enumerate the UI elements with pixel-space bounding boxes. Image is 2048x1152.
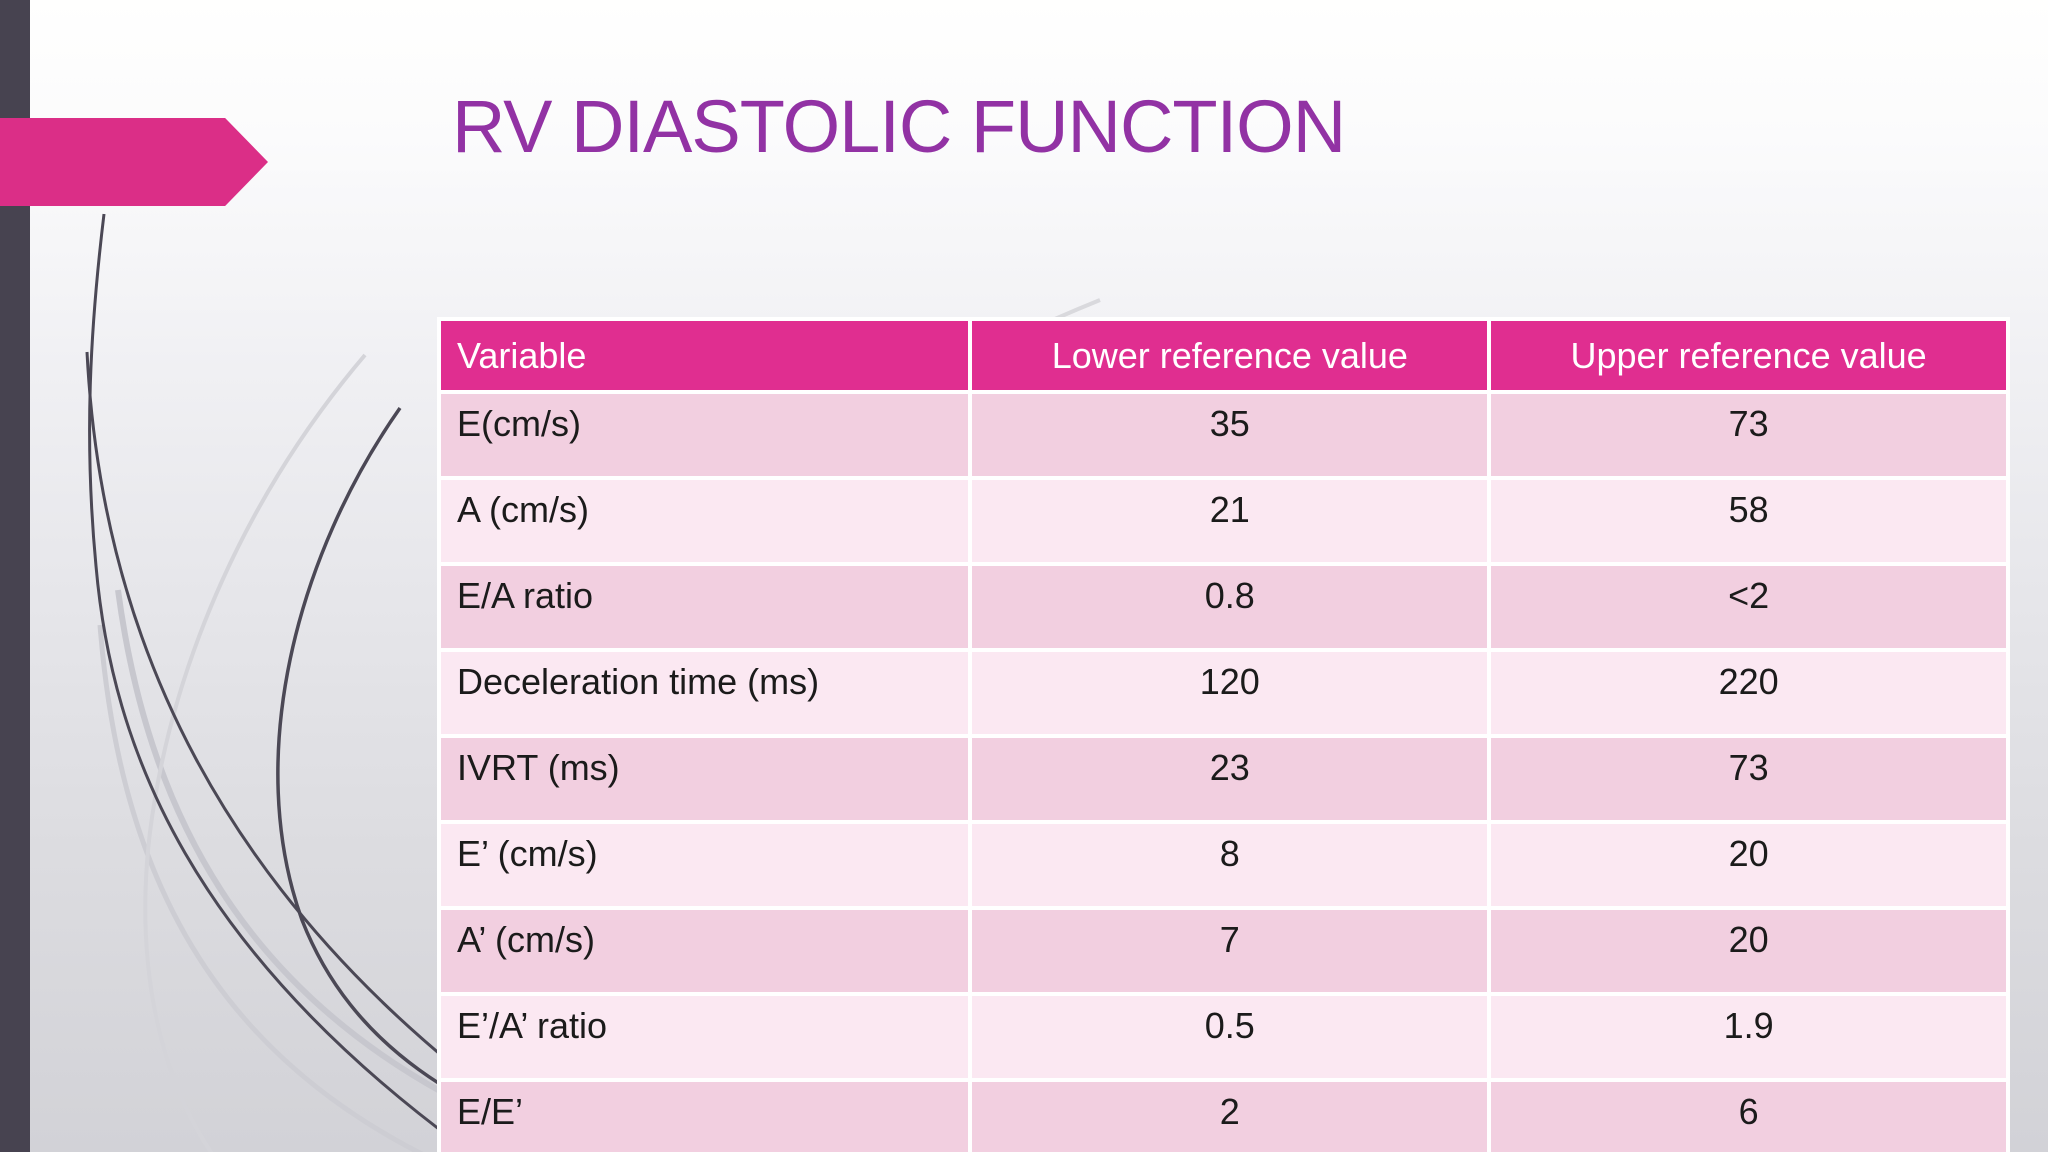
reference-table: Variable Lower reference value Upper ref… xyxy=(436,317,2010,1152)
cell-lower: 0.8 xyxy=(968,562,1492,652)
cell-upper: 73 xyxy=(1487,390,2010,480)
table-row: A’ (cm/s) 7 20 xyxy=(436,906,2010,996)
header-lower-reference: Lower reference value xyxy=(968,317,1492,394)
table-row: E(cm/s) 35 73 xyxy=(436,390,2010,480)
cell-upper: 58 xyxy=(1487,476,2010,566)
cell-upper: 220 xyxy=(1487,648,2010,738)
reference-table-header: Variable Lower reference value Upper ref… xyxy=(436,317,2010,394)
cell-lower: 35 xyxy=(968,390,1492,480)
table-row: E’ (cm/s) 8 20 xyxy=(436,820,2010,910)
cell-variable: A (cm/s) xyxy=(436,476,973,566)
cell-lower: 120 xyxy=(968,648,1492,738)
cell-lower: 2 xyxy=(968,1078,1492,1152)
reference-table-body: E(cm/s) 35 73 A (cm/s) 21 58 E/A ratio 0… xyxy=(436,390,2010,1152)
cell-upper: 20 xyxy=(1487,820,2010,910)
cell-upper: 1.9 xyxy=(1487,992,2010,1082)
table-header-row: Variable Lower reference value Upper ref… xyxy=(436,317,2010,394)
cell-variable: Deceleration time (ms) xyxy=(436,648,973,738)
cell-lower: 0.5 xyxy=(968,992,1492,1082)
table-row: A (cm/s) 21 58 xyxy=(436,476,2010,566)
table-row: E’/A’ ratio 0.5 1.9 xyxy=(436,992,2010,1082)
cell-upper: 73 xyxy=(1487,734,2010,824)
table-row: IVRT (ms) 23 73 xyxy=(436,734,2010,824)
cell-lower: 7 xyxy=(968,906,1492,996)
cell-variable: E’/A’ ratio xyxy=(436,992,973,1082)
cell-upper: 20 xyxy=(1487,906,2010,996)
cell-upper: <2 xyxy=(1487,562,2010,652)
header-variable: Variable xyxy=(436,317,973,394)
table-row: E/E’ 2 6 xyxy=(436,1078,2010,1152)
slide-title: RV DIASTOLIC FUNCTION xyxy=(452,85,1346,168)
cell-variable: E(cm/s) xyxy=(436,390,973,480)
title-accent-arrow xyxy=(0,118,268,206)
cell-variable: E/E’ xyxy=(436,1078,973,1152)
cell-variable: A’ (cm/s) xyxy=(436,906,973,996)
cell-upper: 6 xyxy=(1487,1078,2010,1152)
cell-lower: 23 xyxy=(968,734,1492,824)
cell-lower: 21 xyxy=(968,476,1492,566)
table-row: Deceleration time (ms) 120 220 xyxy=(436,648,2010,738)
cell-variable: E/A ratio xyxy=(436,562,973,652)
table-row: E/A ratio 0.8 <2 xyxy=(436,562,2010,652)
header-upper-reference: Upper reference value xyxy=(1487,317,2010,394)
cell-variable: IVRT (ms) xyxy=(436,734,973,824)
cell-variable: E’ (cm/s) xyxy=(436,820,973,910)
cell-lower: 8 xyxy=(968,820,1492,910)
